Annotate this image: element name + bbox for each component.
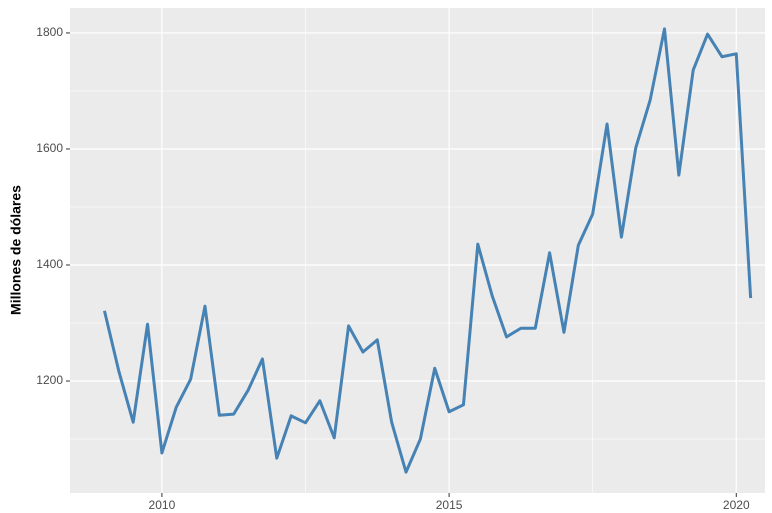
y-tick-label: 1400 xyxy=(36,257,63,271)
x-tick-label: 2015 xyxy=(436,498,463,512)
y-tick-label: 1200 xyxy=(36,373,63,387)
y-axis-label: Millones de dólares xyxy=(8,185,24,315)
x-tick-label: 2010 xyxy=(149,498,176,512)
panel xyxy=(70,8,765,493)
y-tick-label: 1800 xyxy=(36,25,63,39)
data-line xyxy=(103,27,753,474)
x-tick-label: 2020 xyxy=(723,498,750,512)
y-tick-label: 1600 xyxy=(36,141,63,155)
